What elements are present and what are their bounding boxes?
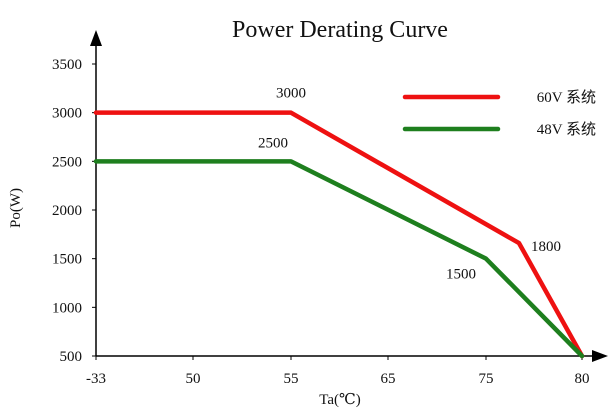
y-tick-label: 500	[60, 349, 83, 365]
y-tick-label: 2000	[52, 203, 82, 219]
y-axis-label: Po(W)	[8, 188, 24, 228]
x-tick-label: 80	[575, 371, 590, 387]
series-layer	[93, 110, 585, 359]
x-tick-label: 50	[186, 371, 201, 387]
data-label-2500: 2500	[258, 135, 288, 151]
x-axis-label: Ta(℃)	[319, 392, 361, 408]
legend-label-0: 60V 系统	[537, 89, 596, 106]
chart-title: Power Derating Curve	[232, 17, 448, 43]
legend: 60V 系统 48V 系统	[402, 89, 596, 138]
y-axis-arrow	[90, 30, 102, 46]
x-tick-label: 75	[479, 371, 494, 387]
series-line-60v	[93, 110, 585, 359]
y-tick-label: 1000	[52, 300, 82, 316]
data-label-3000: 3000	[276, 86, 306, 102]
data-label-1800: 1800	[531, 239, 561, 255]
x-tick-label: 55	[284, 371, 299, 387]
legend-label-1: 48V 系统	[537, 121, 596, 138]
x-tick-label: -33	[86, 371, 106, 387]
y-tick-label: 1500	[52, 252, 82, 268]
x-axis-arrow	[592, 350, 608, 362]
x-tick-label: 65	[381, 371, 396, 387]
axes: 500 1000 1500 2000 2500 3000 3500 -33 50 55 65 75 80	[52, 30, 608, 387]
data-labels: 3000 2500 1800 1500	[258, 86, 561, 283]
y-tick-label: 3500	[52, 57, 82, 73]
y-tick-label: 3000	[52, 106, 82, 122]
data-label-1500: 1500	[446, 267, 476, 283]
y-tick-label: 2500	[52, 154, 82, 170]
series-line-48v	[93, 159, 585, 359]
